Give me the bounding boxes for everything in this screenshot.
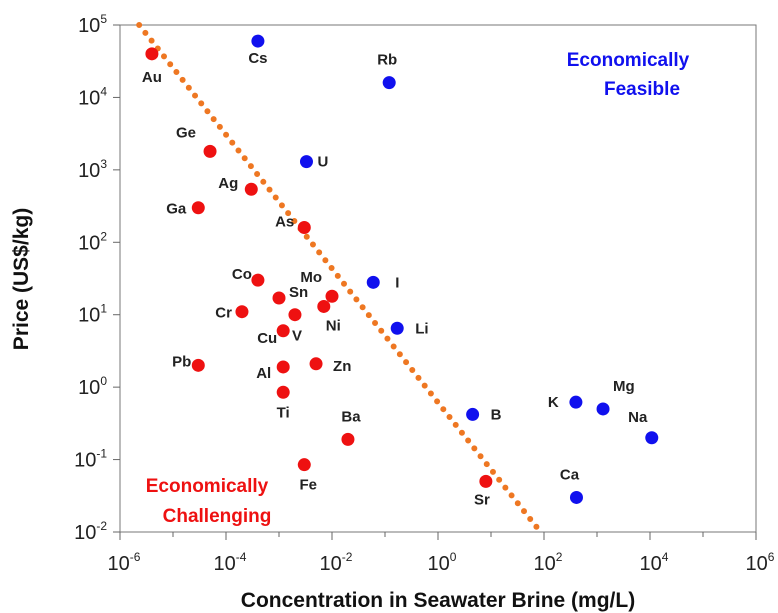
label-rb: Rb — [377, 52, 397, 69]
x-tick-label: 106 — [746, 550, 775, 575]
point-sr — [479, 474, 493, 488]
label-k: K — [548, 394, 559, 411]
point-v — [288, 308, 302, 322]
x-tick-label: 104 — [640, 550, 669, 575]
y-tick-label: 103 — [78, 157, 107, 182]
x-tick-label: 10-2 — [320, 550, 353, 575]
point-pb — [191, 358, 205, 372]
x-axis-ticks: 10-6 10-4 10-2 100 102 104 106 — [108, 532, 775, 575]
label-au: Au — [142, 69, 162, 86]
label-na: Na — [628, 409, 648, 426]
label-sn: Sn — [289, 284, 308, 301]
label-ga: Ga — [166, 201, 187, 218]
feasible-annotation-line-1: Economically — [567, 50, 690, 71]
label-pb: Pb — [172, 353, 191, 370]
label-cr: Cr — [215, 305, 232, 322]
boundary-line-layer — [136, 22, 544, 535]
plot-area — [119, 24, 757, 533]
label-cs: Cs — [248, 50, 267, 67]
label-sr: Sr — [474, 491, 490, 508]
point-cu — [276, 324, 290, 338]
point-cr — [235, 305, 249, 319]
challenging-annotation-line-2: Challenging — [163, 506, 272, 527]
label-al: Al — [256, 365, 271, 382]
label-ba: Ba — [341, 408, 361, 425]
point-rb — [382, 76, 396, 90]
x-tick-label: 102 — [534, 550, 563, 575]
point-al — [276, 360, 290, 374]
point-ti — [276, 385, 290, 399]
label-ti: Ti — [277, 404, 290, 421]
x-tick-label: 100 — [428, 550, 457, 575]
label-ni: Ni — [326, 317, 341, 334]
point-ni — [317, 299, 331, 313]
label-mo: Mo — [300, 269, 322, 286]
point-b — [466, 407, 480, 421]
point-ba — [341, 432, 355, 446]
label-ge: Ge — [176, 124, 196, 141]
y-tick-label: 101 — [78, 302, 107, 327]
point-k — [569, 395, 583, 409]
point-li — [390, 321, 404, 335]
y-tick-label: 10-1 — [74, 447, 107, 472]
point-mg — [596, 402, 610, 416]
label-as: As — [275, 214, 294, 231]
point-ca — [569, 490, 583, 504]
x-axis-title: Concentration in Seawater Brine (mg/L) — [241, 589, 635, 612]
label-b: B — [491, 406, 502, 423]
point-sn — [272, 291, 286, 305]
y-tick-label: 10-2 — [74, 519, 107, 544]
data-points — [145, 34, 659, 504]
y-tick-label: 105 — [78, 12, 107, 37]
y-tick-label: 102 — [78, 229, 107, 254]
label-u: U — [317, 154, 328, 171]
label-ca: Ca — [560, 466, 580, 483]
label-zn: Zn — [333, 358, 351, 375]
point-co — [251, 273, 265, 287]
label-i: I — [395, 274, 399, 291]
point-i — [366, 275, 380, 289]
point-ag — [244, 182, 258, 196]
point-mo — [325, 289, 339, 303]
label-fe: Fe — [300, 477, 318, 494]
point-as — [297, 221, 311, 235]
y-tick-label: 100 — [78, 374, 107, 399]
label-li: Li — [415, 320, 428, 337]
point-fe — [297, 458, 311, 472]
y-axis-ticks: 10-2 10-1 100 101 102 103 104 105 — [74, 12, 120, 544]
y-tick-label: 104 — [78, 84, 107, 109]
label-mg: Mg — [613, 378, 635, 395]
label-cu: Cu — [257, 330, 277, 347]
point-zn — [309, 357, 323, 371]
point-cs — [251, 34, 265, 48]
point-ge — [203, 144, 217, 158]
y-axis-title: Price (US$/kg) — [10, 208, 33, 350]
x-tick-label: 10-6 — [108, 550, 141, 575]
economic-boundary-line — [136, 22, 544, 535]
label-ag: Ag — [218, 175, 238, 192]
point-ga — [191, 201, 205, 215]
x-tick-label: 10-4 — [214, 550, 247, 575]
challenging-annotation-line-1: Economically — [146, 476, 269, 497]
point-au — [145, 47, 159, 61]
label-v: V — [292, 328, 302, 345]
label-co: Co — [232, 266, 252, 283]
point-na — [645, 431, 659, 445]
feasible-annotation-line-2: Feasible — [604, 79, 680, 100]
point-u — [299, 155, 313, 169]
